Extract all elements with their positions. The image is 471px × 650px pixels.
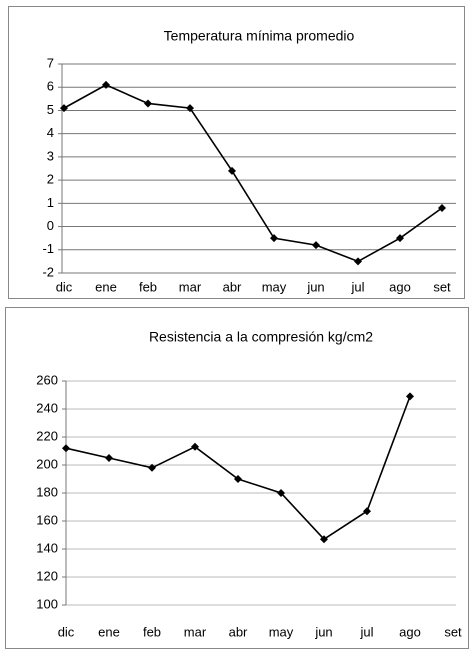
y-tick-label: 7 [47, 55, 54, 70]
x-tick-label: ene [98, 624, 120, 639]
x-tick-label: dic [58, 624, 75, 639]
x-tick-label: mar [184, 624, 207, 639]
chart-title: Temperatura mínima promedio [164, 28, 355, 44]
y-tick-label: 200 [36, 456, 58, 471]
data-point [144, 99, 152, 108]
data-point [354, 257, 362, 266]
y-tick-label: 160 [36, 512, 58, 527]
data-point [234, 475, 242, 483]
chart-frame [8, 6, 465, 299]
y-tick-label: 4 [47, 125, 54, 140]
data-point [62, 444, 70, 453]
data-point [277, 489, 285, 497]
data-point [320, 535, 328, 544]
y-tick-label: 1 [47, 195, 54, 210]
y-tick-label: -2 [42, 264, 54, 279]
y-tick-label: 220 [36, 428, 58, 443]
data-point [60, 104, 68, 113]
x-tick-label: feb [143, 624, 161, 639]
x-tick-label: ene [95, 279, 117, 294]
data-point [148, 463, 156, 472]
y-tick-label: 240 [36, 400, 58, 415]
x-tick-label: may [269, 624, 294, 639]
x-tick-label: jun [314, 624, 332, 639]
x-tick-label: jul [350, 279, 364, 294]
data-point [363, 507, 371, 516]
x-tick-label: set [433, 279, 451, 294]
x-tick-label: abr [223, 279, 242, 294]
y-tick-label: -1 [42, 241, 54, 256]
x-tick-label: ago [389, 279, 411, 294]
y-tick-label: 5 [47, 102, 54, 117]
y-tick-label: 260 [36, 372, 58, 387]
x-tick-label: feb [139, 279, 157, 294]
y-tick-label: 100 [36, 596, 58, 611]
y-tick-label: 180 [36, 484, 58, 499]
x-tick-label: jun [306, 279, 324, 294]
y-tick-label: 120 [36, 568, 58, 583]
data-point [105, 454, 113, 462]
x-tick-label: ago [399, 624, 421, 639]
data-point [228, 166, 236, 175]
x-tick-label: set [444, 624, 462, 639]
y-tick-label: 0 [47, 218, 54, 233]
data-point [270, 234, 278, 243]
y-tick-label: 3 [47, 148, 54, 163]
data-point [186, 104, 194, 113]
x-tick-label: dic [56, 279, 73, 294]
y-tick-label: 6 [47, 79, 54, 94]
data-point [312, 241, 320, 250]
chart-title: Resistencia a la compresión kg/cm2 [149, 329, 373, 345]
x-tick-label: may [262, 279, 287, 294]
data-point [438, 203, 446, 212]
x-tick-label: mar [179, 279, 202, 294]
data-point [191, 442, 199, 451]
x-tick-label: jul [359, 624, 373, 639]
data-point [396, 234, 404, 243]
y-tick-label: 140 [36, 540, 58, 555]
data-point [102, 80, 110, 89]
series-line [63, 84, 443, 263]
x-tick-label: abr [229, 624, 248, 639]
data-point [406, 392, 414, 401]
y-tick-label: 2 [47, 172, 54, 187]
